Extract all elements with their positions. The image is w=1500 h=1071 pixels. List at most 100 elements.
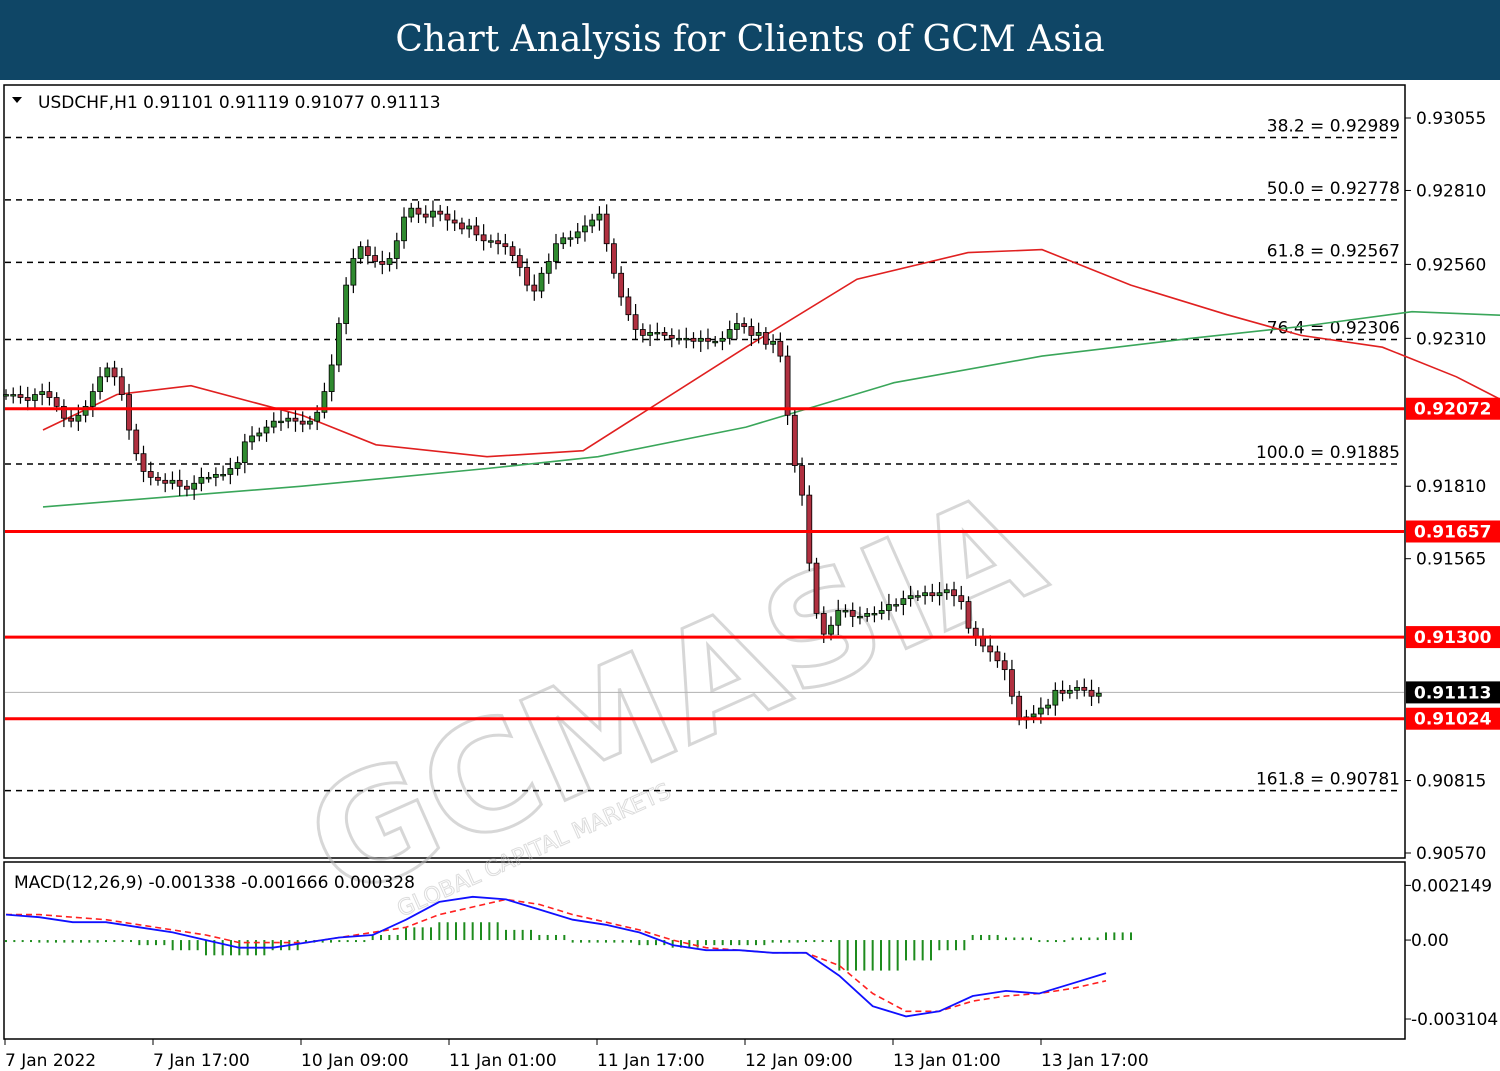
- current-price-label: 0.91113: [1414, 683, 1491, 703]
- candle-body: [668, 334, 675, 339]
- candle-body: [270, 420, 277, 428]
- candle-body: [364, 246, 371, 256]
- trading-chart: GCMASIA GLOBAL CAPITAL MARKETS 38.2 = 0.…: [3, 84, 1500, 1071]
- candle-body: [828, 624, 834, 635]
- price-panel-header: USDCHF,H1 0.91101 0.91119 0.91077 0.9111…: [38, 93, 441, 113]
- candle-body: [220, 474, 227, 477]
- sr-price-label: 0.91300: [1414, 628, 1492, 648]
- candle-body: [17, 394, 24, 398]
- candle-body: [191, 482, 198, 490]
- candle-body: [676, 337, 682, 341]
- candle-body: [335, 323, 342, 366]
- support-resistance-lines: 0.92072 0.91657 0.91300 0.91024: [5, 397, 1500, 730]
- sr-price-tag: [1406, 626, 1500, 649]
- candle-body: [32, 394, 38, 401]
- candle-body: [39, 391, 46, 395]
- candle-body: [632, 314, 639, 330]
- candle-body: [589, 219, 596, 227]
- sr-price-tag: [1406, 520, 1500, 543]
- candle-body: [951, 589, 957, 597]
- candle-body: [560, 237, 567, 245]
- candle-body: [328, 364, 335, 392]
- x-tick-label: 7 Jan 2022: [5, 1051, 96, 1071]
- candle-body: [929, 592, 936, 597]
- fib-label: 76.4 = 0.92306: [1267, 319, 1400, 339]
- candle-body: [169, 479, 176, 484]
- candle-body: [46, 391, 53, 398]
- candle-body: [690, 337, 697, 342]
- candle-body: [661, 332, 668, 336]
- candle-body: [965, 601, 972, 629]
- candle-body: [466, 225, 473, 230]
- candle-body: [75, 414, 82, 422]
- candle-body: [422, 213, 429, 218]
- candle-body: [415, 207, 422, 215]
- candle-body: [574, 231, 581, 239]
- candle-body: [741, 323, 748, 327]
- candle-body: [473, 225, 480, 236]
- x-tick-label: 11 Jan 17:00: [597, 1051, 705, 1071]
- sr-price-tag: [1406, 397, 1500, 420]
- candle-body: [719, 337, 726, 342]
- candle-body: [343, 284, 350, 324]
- candle-body: [936, 592, 943, 597]
- candle-body: [227, 468, 234, 475]
- candle-body: [372, 255, 378, 262]
- candle-body: [712, 340, 719, 344]
- candle-body: [1059, 689, 1066, 694]
- candle-body: [907, 595, 914, 600]
- candle-body: [205, 476, 212, 480]
- candle-body: [842, 610, 849, 613]
- candle-body: [885, 604, 892, 611]
- time-axis: 7 Jan 2022 7 Jan 17:00 10 Jan 09:00 11 Jan …: [4, 1039, 1149, 1071]
- candle-body: [487, 240, 494, 243]
- candle-body: [118, 376, 125, 395]
- candlesticks: [3, 200, 1102, 729]
- y-tick-label: 0.92560: [1416, 255, 1486, 275]
- price-axis: 0.93055 0.92810 0.92560 0.92310 0.91810 0.915…: [1405, 109, 1500, 864]
- x-tick-label: 12 Jan 09:00: [745, 1051, 853, 1071]
- candle-body: [184, 485, 190, 490]
- candle-body: [531, 284, 538, 292]
- x-tick-label: 11 Jan 01:00: [449, 1051, 557, 1071]
- candle-body: [618, 272, 625, 298]
- x-tick-label: 7 Jan 17:00: [153, 1051, 250, 1071]
- candle-body: [987, 645, 994, 653]
- candle-body: [401, 216, 407, 242]
- candle-body: [10, 394, 17, 397]
- candle-body: [321, 391, 328, 413]
- candle-body: [1001, 660, 1008, 671]
- candle-body: [263, 426, 270, 434]
- candle-body: [133, 429, 140, 455]
- y-tick-label: 0.91565: [1416, 550, 1486, 570]
- fibonacci-levels: 38.2 = 0.92989 50.0 = 0.92778 61.8 = 0.925…: [5, 117, 1400, 792]
- candle-body: [871, 613, 878, 616]
- candle-body: [516, 255, 523, 268]
- candle-body: [582, 225, 588, 233]
- candle-body: [1009, 669, 1015, 697]
- candle-body: [849, 610, 856, 617]
- candle-body: [813, 562, 820, 614]
- candle-body: [603, 213, 610, 245]
- candle-body: [784, 355, 791, 416]
- candle-body: [89, 391, 96, 407]
- candle-body: [864, 613, 871, 617]
- candle-body: [835, 610, 842, 626]
- candle-body: [893, 604, 900, 607]
- candle-body: [111, 367, 118, 378]
- candle-body: [430, 210, 436, 218]
- candle-body: [314, 411, 321, 422]
- candle-body: [60, 405, 67, 419]
- y-tick-label: 0.91810: [1416, 477, 1486, 497]
- x-tick-label: 13 Jan 01:00: [893, 1051, 1001, 1071]
- candle-body: [762, 332, 769, 345]
- candle-body: [97, 376, 103, 392]
- candle-body: [705, 337, 711, 342]
- macd-panel-header: MACD(12,26,9) -0.001338 -0.001666 0.0003…: [14, 873, 415, 893]
- candle-body: [278, 420, 284, 424]
- collapse-triangle-icon[interactable]: [12, 97, 22, 103]
- candle-body: [1016, 695, 1023, 721]
- candle-body: [299, 420, 306, 425]
- candle-body: [1074, 686, 1080, 691]
- candle-body: [68, 417, 75, 422]
